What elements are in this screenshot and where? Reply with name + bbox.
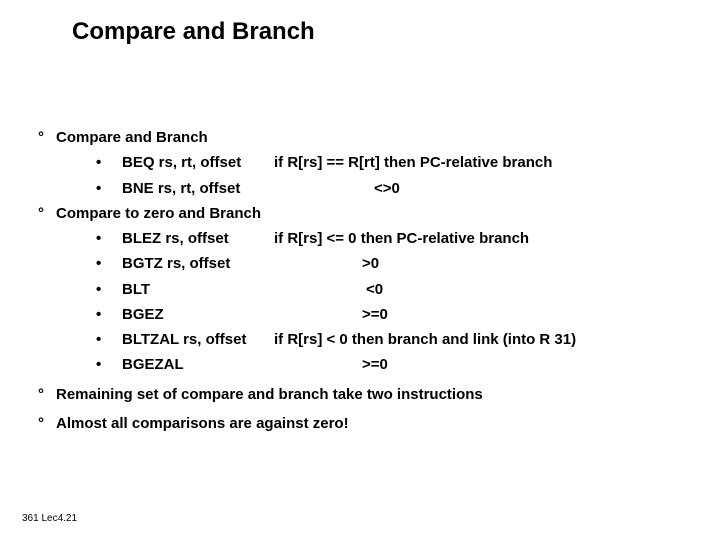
bullet-level-1: ° Compare and Branch [38,126,682,149]
description-text: >=0 [274,306,388,323]
degree-icon: ° [38,383,44,406]
description-text: if R[rs] == R[rt] then PC-relative branc… [274,154,552,171]
mnemonic-text: BGEZAL [122,353,274,376]
slide-title: Compare and Branch [72,18,315,46]
section-label: Remaining set of compare and branch take… [56,386,483,403]
description-text: if R[rs] <= 0 then PC-relative branch [274,230,529,247]
bullet-dot-icon: • [96,328,101,351]
mnemonic-text: BGEZ [122,303,274,326]
bullet-dot-icon: • [96,278,101,301]
slide: Compare and Branch ° Compare and Branch • B… [0,0,720,540]
bullet-dot-icon: • [96,227,101,250]
section-label: Almost all comparisons are against zero! [56,415,349,432]
mnemonic-text: BLEZ rs, offset [122,227,274,250]
bullet-level-2: • BGEZ>=0 [38,303,682,326]
bullet-level-2: • BNE rs, rt, offset<>0 [38,177,682,200]
bullet-dot-icon: • [96,252,101,275]
bullet-level-1: ° Almost all comparisons are against zero… [38,412,682,435]
bullet-level-2: • BLEZ rs, offsetif R[rs] <= 0 then PC-re… [38,227,682,250]
description-text: >0 [274,255,379,272]
description-text: <0 [274,281,383,298]
bullet-dot-icon: • [96,177,101,200]
slide-content: °Compare and Branch•BEQ rs, rt, offsetif… [38,126,682,437]
degree-icon: ° [38,126,44,149]
bullet-dot-icon: • [96,353,101,376]
degree-icon: ° [38,202,44,225]
bullet-level-2: • BLT<0 [38,278,682,301]
mnemonic-text: BLT [122,278,274,301]
bullet-level-2: • BEQ rs, rt, offsetif R[rs] == R[rt] the… [38,151,682,174]
bullet-dot-icon: • [96,151,101,174]
bullet-level-1: ° Compare to zero and Branch [38,202,682,225]
description-text: >=0 [274,356,388,373]
degree-icon: ° [38,412,44,435]
description-text: <>0 [274,180,400,197]
bullet-level-2: • BGTZ rs, offset>0 [38,252,682,275]
section-label: Compare to zero and Branch [56,205,261,222]
mnemonic-text: BNE rs, rt, offset [122,177,274,200]
bullet-level-2: • BLTZAL rs, offsetif R[rs] < 0 then bran… [38,328,682,351]
bullet-level-1: ° Remaining set of compare and branch tak… [38,383,682,406]
bullet-level-2: • BGEZAL>=0 [38,353,682,376]
mnemonic-text: BEQ rs, rt, offset [122,151,274,174]
slide-footer: 361 Lec4.21 [22,513,77,524]
mnemonic-text: BLTZAL rs, offset [122,328,274,351]
description-text: if R[rs] < 0 then branch and link (into … [274,331,576,348]
section-label: Compare and Branch [56,129,208,146]
mnemonic-text: BGTZ rs, offset [122,252,274,275]
bullet-dot-icon: • [96,303,101,326]
